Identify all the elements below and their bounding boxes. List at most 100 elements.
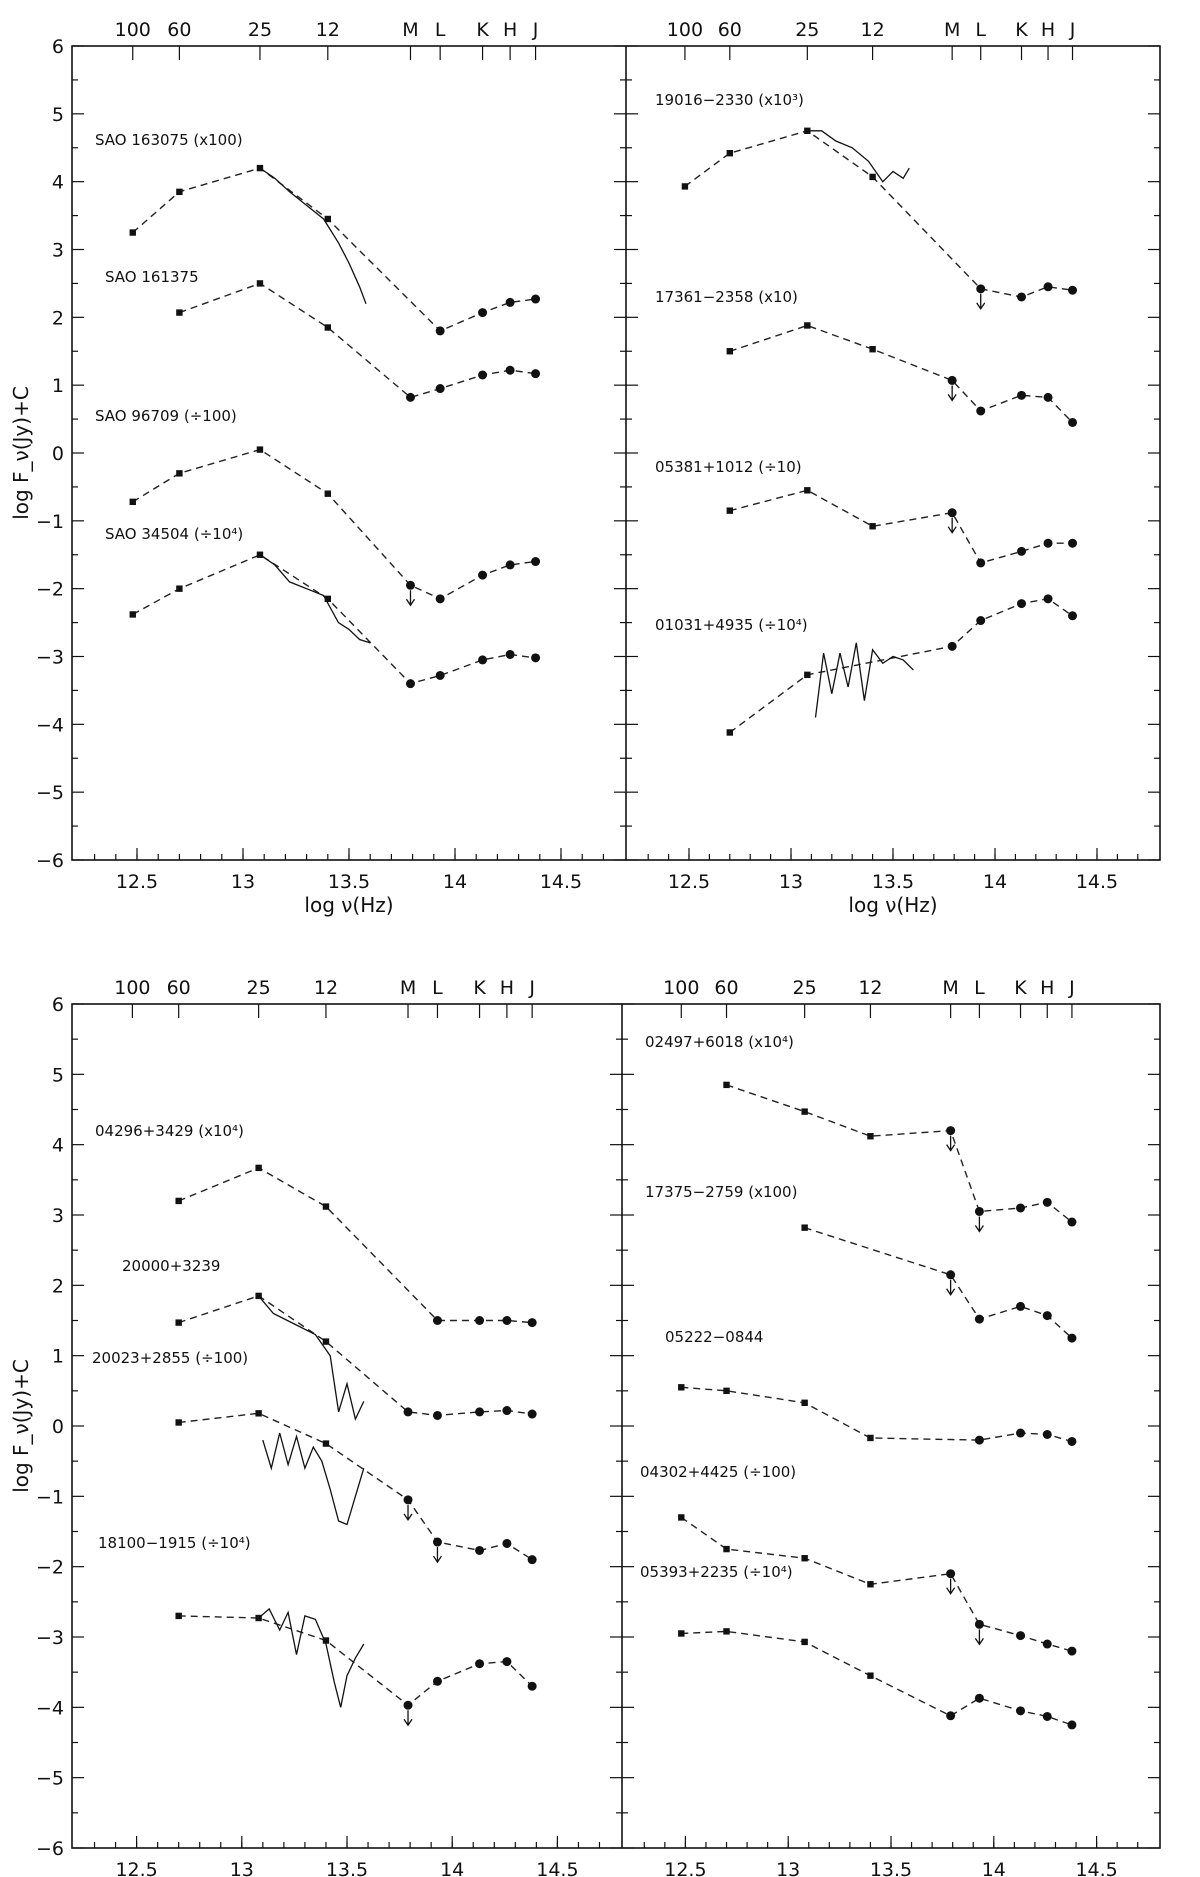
x-tick-label: 13 — [779, 871, 803, 893]
y-tick-label: 4 — [52, 172, 64, 194]
upper-limit-arrow — [974, 1216, 984, 1233]
upper-limit-arrow — [946, 1279, 956, 1296]
band-label: H — [1040, 977, 1054, 999]
band-label: 60 — [167, 977, 191, 999]
series-2: SAO 161375 — [105, 268, 541, 402]
series-3: 20023+2855 (÷100) — [92, 1349, 537, 1565]
series-line — [178, 1295, 533, 1417]
series-line — [729, 489, 1073, 564]
y-tick-label: −4 — [36, 714, 64, 736]
data-point-circle — [432, 1316, 442, 1325]
data-point-circle — [974, 1619, 984, 1629]
y-tick-label: −3 — [36, 1627, 64, 1649]
data-point-square — [678, 1630, 685, 1637]
data-point-circle — [946, 1711, 956, 1721]
y-tick-label: 4 — [52, 1135, 64, 1157]
x-tick-label: 13.5 — [328, 871, 370, 893]
y-tick-label: −2 — [36, 1557, 64, 1579]
y-tick-label: 6 — [52, 994, 64, 1016]
data-point-square — [726, 729, 733, 736]
data-point-circle — [531, 369, 541, 379]
data-point-square — [726, 507, 733, 514]
data-point-circle — [1043, 594, 1053, 604]
data-point-circle — [1067, 1646, 1077, 1656]
y-tick-label: −1 — [36, 1486, 64, 1508]
data-point-circle — [974, 1693, 984, 1703]
band-label: H — [503, 19, 517, 41]
series-1: 02497+6018 (x10⁴) — [645, 1033, 1077, 1233]
y-tick-label: −3 — [36, 647, 64, 669]
upper-limit-arrow — [947, 385, 957, 402]
data-point-square — [255, 1164, 262, 1172]
data-point-circle — [435, 594, 445, 604]
band-label: K — [1015, 19, 1028, 41]
data-point-circle — [531, 653, 541, 663]
series-label: 17361−2358 (x10) — [655, 288, 798, 306]
data-point-circle — [432, 1537, 442, 1547]
upper-limit-arrow — [946, 1578, 956, 1595]
x-tick-label: 14 — [440, 1859, 464, 1877]
series-label: 18100−1915 (÷10⁴) — [98, 1534, 251, 1552]
data-point-square — [129, 611, 136, 618]
y-tick-label: 0 — [52, 443, 64, 465]
series-line — [726, 1084, 1073, 1223]
data-point-circle — [435, 326, 445, 336]
band-label: H — [500, 977, 514, 999]
band-label: J — [532, 19, 539, 41]
data-point-square — [726, 149, 733, 157]
band-label: 25 — [247, 977, 271, 999]
x-tick-label: 14 — [983, 871, 1007, 893]
x-tick-label: 14.5 — [1076, 871, 1118, 893]
series-line — [684, 130, 1073, 298]
y-tick-label: 1 — [52, 1346, 64, 1368]
band-label: 25 — [793, 977, 817, 999]
data-point-square — [867, 1133, 874, 1140]
x-tick-label: 14.5 — [1075, 1859, 1117, 1877]
data-point-circle — [1042, 1639, 1052, 1649]
band-label: L — [974, 977, 985, 999]
band-label: M — [400, 977, 416, 999]
band-label: L — [435, 19, 446, 41]
data-point-circle — [1017, 599, 1027, 609]
data-point-square — [175, 1419, 182, 1426]
series-5: 05393+2235 (÷10⁴) — [640, 1563, 1077, 1730]
data-point-square — [176, 585, 183, 592]
data-point-circle — [527, 1681, 537, 1691]
series-4: 01031+4935 (÷10⁴) — [655, 594, 1078, 736]
data-point-square — [801, 1399, 808, 1406]
x-tick-label: 13.5 — [870, 1859, 912, 1877]
band-label: 100 — [114, 977, 150, 999]
y-tick-label: −4 — [36, 1697, 64, 1719]
data-point-square — [129, 229, 136, 236]
series-3: SAO 96709 (÷100) — [95, 407, 541, 607]
y-tick-label: −2 — [36, 579, 64, 601]
data-point-circle — [505, 649, 515, 659]
data-point-square — [801, 1224, 808, 1231]
y-tick-label: 5 — [52, 1064, 64, 1086]
series-label: 05222−0844 — [665, 1328, 763, 1346]
y-tick-label: 1 — [52, 375, 64, 397]
data-point-square — [256, 164, 264, 172]
y-axis-label: log F_ν(Jy)+C — [9, 1359, 33, 1493]
series-label: 04296+3429 (x10⁴) — [95, 1122, 244, 1140]
band-label: 100 — [115, 19, 151, 41]
data-point-square — [678, 1384, 685, 1391]
series-label: 05393+2235 (÷10⁴) — [640, 1563, 793, 1581]
y-tick-label: 5 — [52, 104, 64, 126]
series-label: SAO 163075 (x100) — [95, 131, 243, 149]
series-label: 05381+1012 (÷10) — [655, 458, 802, 476]
data-point-square — [175, 1612, 182, 1620]
data-point-circle — [435, 670, 445, 680]
data-point-square — [869, 346, 876, 353]
upper-limit-arrow — [405, 590, 416, 607]
y-tick-label: −5 — [36, 1768, 64, 1790]
data-point-circle — [947, 641, 957, 651]
band-label: J — [1068, 977, 1075, 999]
data-point-circle — [435, 384, 445, 394]
data-point-square — [726, 348, 733, 355]
band-label: J — [528, 977, 535, 999]
y-tick-label: 3 — [52, 240, 64, 262]
